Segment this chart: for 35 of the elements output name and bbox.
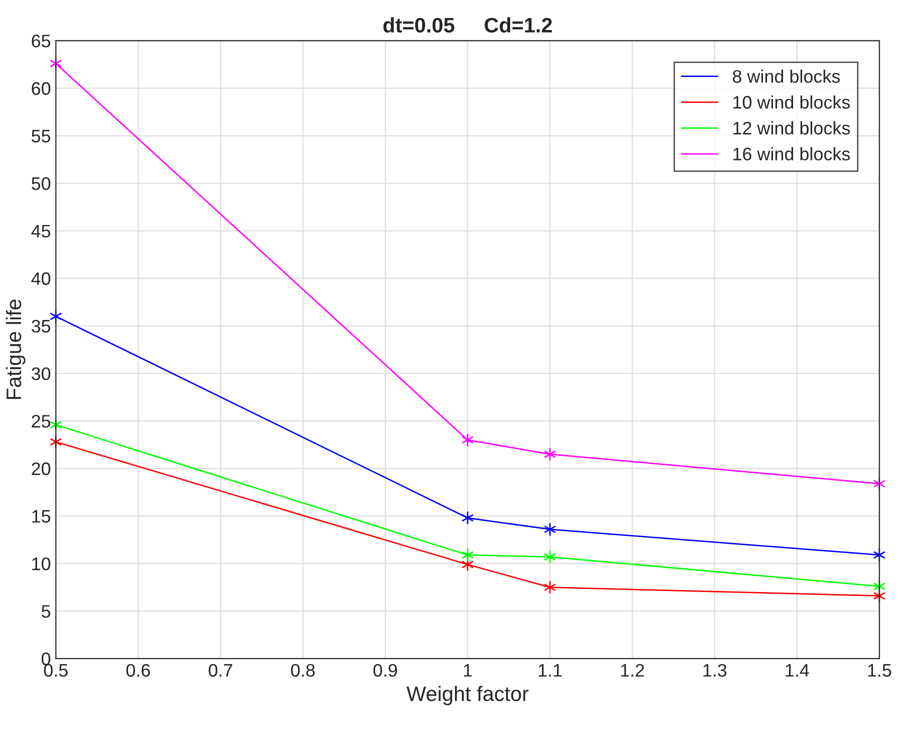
x-tick-label: 0.9 — [373, 664, 397, 677]
y-tick-label: 40 — [31, 272, 50, 286]
legend-label: 8 wind blocks — [732, 70, 840, 83]
x-tick-label: 1 — [464, 664, 472, 677]
x-axis-title: Weight factor — [406, 686, 528, 706]
y-tick-label: 50 — [32, 177, 50, 190]
y-tick-label: 30 — [32, 367, 50, 380]
point — [462, 510, 474, 525]
y-tick-label: 55 — [32, 130, 50, 142]
y-tick-label: 15 — [32, 510, 50, 523]
x-tick-label: 1.4 — [786, 664, 810, 677]
legend-label: 16 wind blocks — [733, 147, 850, 160]
legend-label: 12 wind blocks — [733, 121, 850, 135]
x-tick-label: 1.1 — [538, 664, 562, 677]
y-tick-label: 35 — [32, 320, 50, 333]
chart-title: dt=0.05 Cd=1.2 — [383, 17, 552, 33]
x-tick-label: 1.3 — [704, 664, 726, 677]
y-tick-label: 5 — [42, 605, 50, 618]
x-tick-label: 0.7 — [208, 664, 232, 677]
y-tick-label: 45 — [31, 224, 50, 238]
y-tick-label: 10 — [32, 557, 50, 570]
y-tick-label: 20 — [32, 462, 50, 476]
y-tick-label: 25 — [32, 414, 50, 428]
y-axis-title: Fatigue life — [6, 300, 26, 399]
x-tick-label: 1.5 — [868, 664, 892, 677]
y-tick-label: 0 — [42, 652, 50, 666]
point — [462, 548, 474, 562]
legend-label: 10 wind blocks — [733, 95, 850, 109]
x-tick-label: 0.8 — [291, 664, 315, 677]
y-tick-label: 65 — [32, 34, 50, 48]
x-tick-label: 0.6 — [126, 664, 150, 677]
point — [462, 433, 474, 447]
x-tick-label: 1.2 — [621, 664, 644, 677]
x-tick-label: 0.5 — [44, 664, 68, 677]
y-tick-label: 60 — [32, 82, 50, 95]
